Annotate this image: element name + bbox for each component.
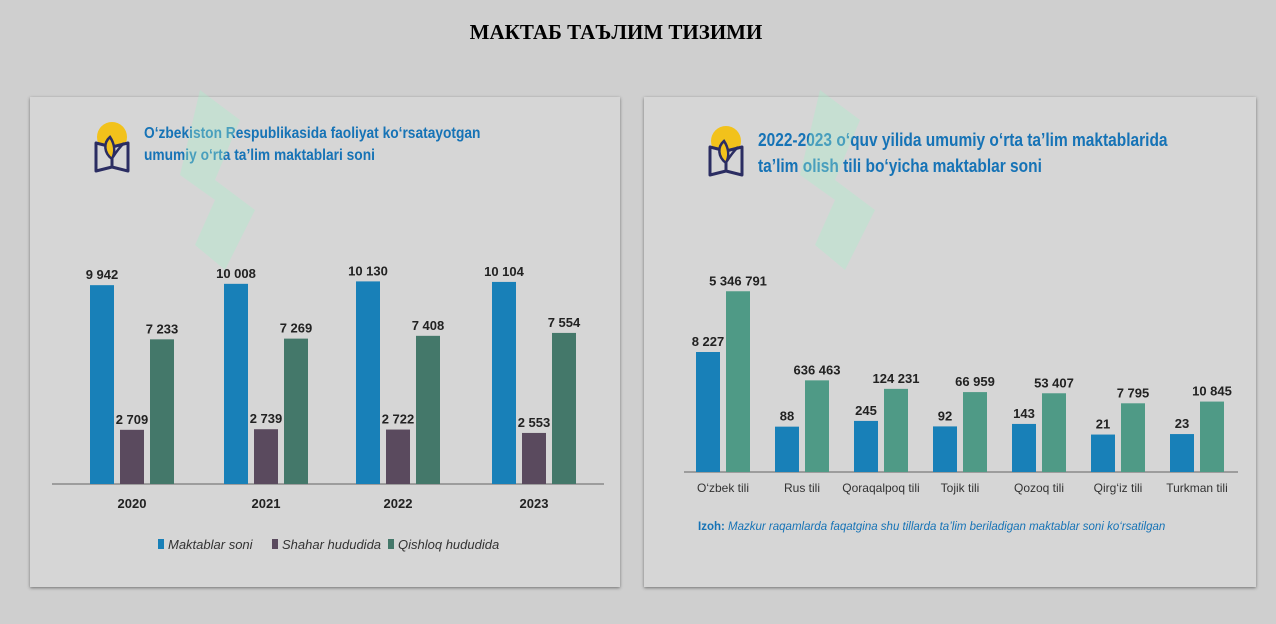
category-label: 2021 [252, 496, 281, 511]
book-leaf-logo-icon [708, 126, 744, 177]
note-label: Izoh: [698, 521, 725, 533]
bar-2020-1 [120, 429, 144, 484]
data-label: 143 [1013, 406, 1035, 421]
bar-2-0 [854, 420, 878, 472]
bar-2022-0 [356, 281, 380, 484]
page-title: МАКТАБ ТАЪЛИМ ТИЗИМИ [469, 20, 763, 44]
data-label: 7 408 [412, 318, 445, 333]
bar-2-1 [884, 388, 908, 472]
data-label: 2 739 [250, 411, 283, 426]
data-label: 124 231 [873, 371, 920, 386]
data-label: 10 104 [484, 264, 525, 279]
bar-5-0 [1091, 434, 1115, 472]
category-label: 2020 [118, 496, 147, 511]
bar-2021-0 [224, 283, 248, 484]
data-label: 21 [1096, 417, 1110, 432]
legend-swatch [158, 539, 164, 549]
data-label: 92 [938, 408, 952, 423]
category-label: Tojik tili [941, 481, 980, 495]
bar-5-1 [1121, 403, 1145, 472]
data-label: 9 942 [86, 267, 119, 282]
data-label: 53 407 [1034, 375, 1074, 390]
category-label: 2023 [520, 496, 549, 511]
data-label: 2 709 [116, 412, 149, 427]
legend-label: Qishloq hududida [398, 537, 499, 552]
legend-label: Maktablar soni [168, 537, 254, 552]
bar-6-1 [1200, 401, 1224, 472]
bar-0-0 [696, 352, 720, 472]
bar-0-1 [726, 291, 750, 472]
schools-by-year-bar-chart: 9 942 2 709 7 233 2020 10 008 2 739 7 269 2021 1… [52, 263, 604, 552]
bar-2020-0 [90, 285, 114, 484]
bar-2021-2 [284, 338, 308, 484]
chart-note: Izoh: Mazkur raqamlarda faqatgina shu ti… [698, 521, 1165, 533]
bar-2020-2 [150, 339, 174, 484]
data-label: 7 269 [280, 321, 313, 336]
bar-2023-2 [552, 332, 576, 484]
bar-2022-1 [386, 429, 410, 484]
category-label: Turkman tili [1166, 481, 1228, 495]
bar-1-0 [775, 426, 799, 472]
right-chart-title-line2: ta’lim olish tili bo‘yicha maktablar son… [758, 156, 1042, 176]
bar-2021-1 [254, 429, 278, 484]
data-label: 10 008 [216, 266, 256, 281]
category-label: 2022 [384, 496, 413, 511]
bar-6-0 [1170, 434, 1194, 472]
note-text: Mazkur raqamlarda faqatgina shu tillarda… [728, 521, 1166, 533]
bar-2022-2 [416, 335, 440, 484]
left-chart-title-line1: O‘zbekiston Respublikasida faoliyat ko‘r… [144, 125, 481, 142]
data-label: 5 346 791 [709, 273, 767, 288]
data-label: 245 [855, 403, 877, 418]
chart-panel-schools-by-language: 2022-2023 o‘quv yilida umumiy o‘rta ta’l… [644, 97, 1256, 587]
data-label: 7 554 [548, 315, 581, 330]
book-leaf-logo-icon [94, 122, 130, 173]
left-chart-title-line2: umumiy o‘rta ta’lim maktablari soni [144, 147, 375, 164]
schools-by-language-bar-chart: 8 227 5 346 791 O‘zbek tili 88 636 463 Rus ti… [684, 273, 1238, 495]
category-label: Qoraqalpoq tili [842, 481, 919, 495]
bar-1-1 [805, 380, 829, 472]
data-label: 636 463 [794, 362, 841, 377]
chart-panel-schools-by-year: O‘zbekiston Respublikasida faoliyat ko‘r… [30, 97, 620, 587]
data-label: 7 233 [146, 321, 179, 336]
data-label: 10 845 [1192, 384, 1232, 399]
data-label: 2 553 [518, 415, 551, 430]
category-label: Qirg‘iz tili [1094, 481, 1143, 495]
category-label: Rus tili [784, 481, 820, 495]
left-chart-title: O‘zbekiston Respublikasida faoliyat ko‘r… [144, 123, 540, 167]
data-label: 8 227 [692, 334, 725, 349]
data-label: 10 130 [348, 263, 388, 278]
category-label: Qozoq tili [1014, 481, 1064, 495]
legend-swatch [388, 539, 394, 549]
data-label: 88 [780, 409, 794, 424]
category-label: O‘zbek tili [697, 481, 749, 495]
bar-2023-0 [492, 281, 516, 484]
legend-label: Shahar hududida [282, 537, 381, 552]
bar-2023-1 [522, 432, 546, 484]
bar-3-0 [933, 426, 957, 472]
right-chart-title: 2022-2023 o‘quv yilida umumiy o‘rta ta’l… [758, 127, 1205, 179]
data-label: 66 959 [955, 374, 995, 389]
bar-4-1 [1042, 393, 1066, 472]
bar-3-1 [963, 392, 987, 472]
data-label: 7 795 [1117, 385, 1150, 400]
bar-4-0 [1012, 423, 1036, 472]
right-chart-title-line1: 2022-2023 o‘quv yilida umumiy o‘rta ta’l… [758, 130, 1168, 150]
data-label: 2 722 [382, 412, 415, 427]
legend-swatch [272, 539, 278, 549]
data-label: 23 [1175, 416, 1189, 431]
